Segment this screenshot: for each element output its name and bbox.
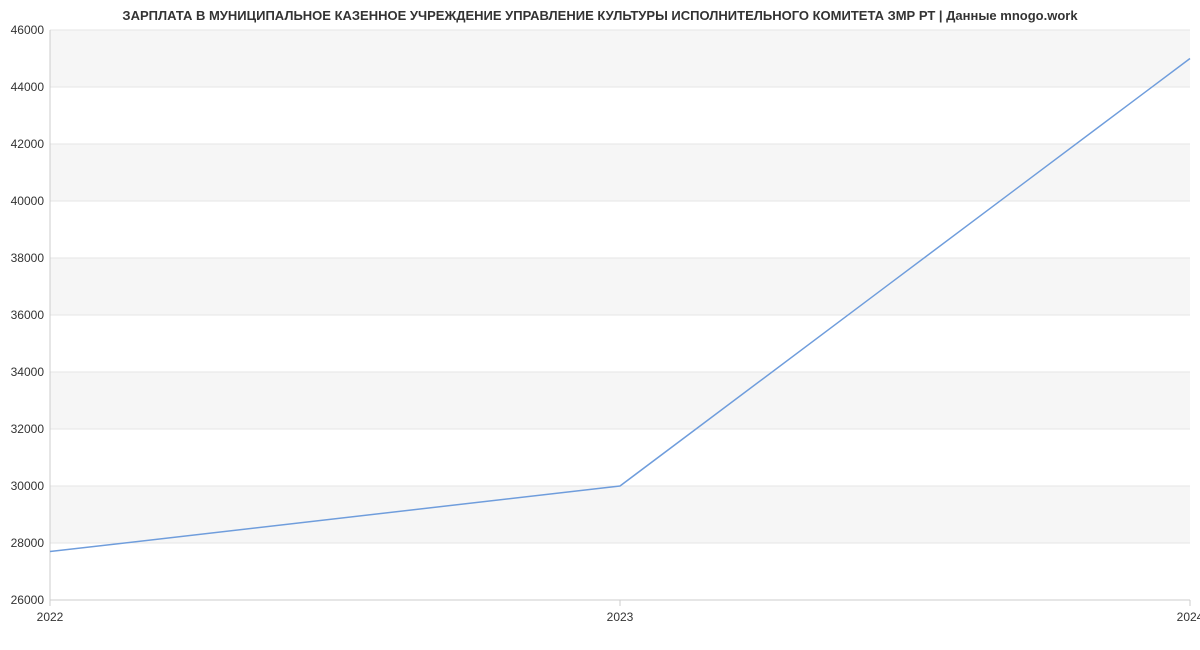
y-tick-label: 28000 [4,536,44,550]
y-tick-label: 34000 [4,365,44,379]
y-tick-label: 42000 [4,137,44,151]
y-tick-label: 36000 [4,308,44,322]
y-tick-label: 46000 [4,23,44,37]
x-tick-label: 2024 [1177,610,1200,624]
x-tick-label: 2023 [607,610,634,624]
y-tick-label: 32000 [4,422,44,436]
chart-title: ЗАРПЛАТА В МУНИЦИПАЛЬНОЕ КАЗЕННОЕ УЧРЕЖД… [0,8,1200,23]
y-tick-label: 30000 [4,479,44,493]
y-tick-label: 38000 [4,251,44,265]
x-tick-label: 2022 [37,610,64,624]
y-tick-label: 40000 [4,194,44,208]
y-tick-label: 44000 [4,80,44,94]
y-tick-label: 26000 [4,593,44,607]
plot-area [50,30,1190,600]
salary-line-chart: ЗАРПЛАТА В МУНИЦИПАЛЬНОЕ КАЗЕННОЕ УЧРЕЖД… [0,0,1200,650]
